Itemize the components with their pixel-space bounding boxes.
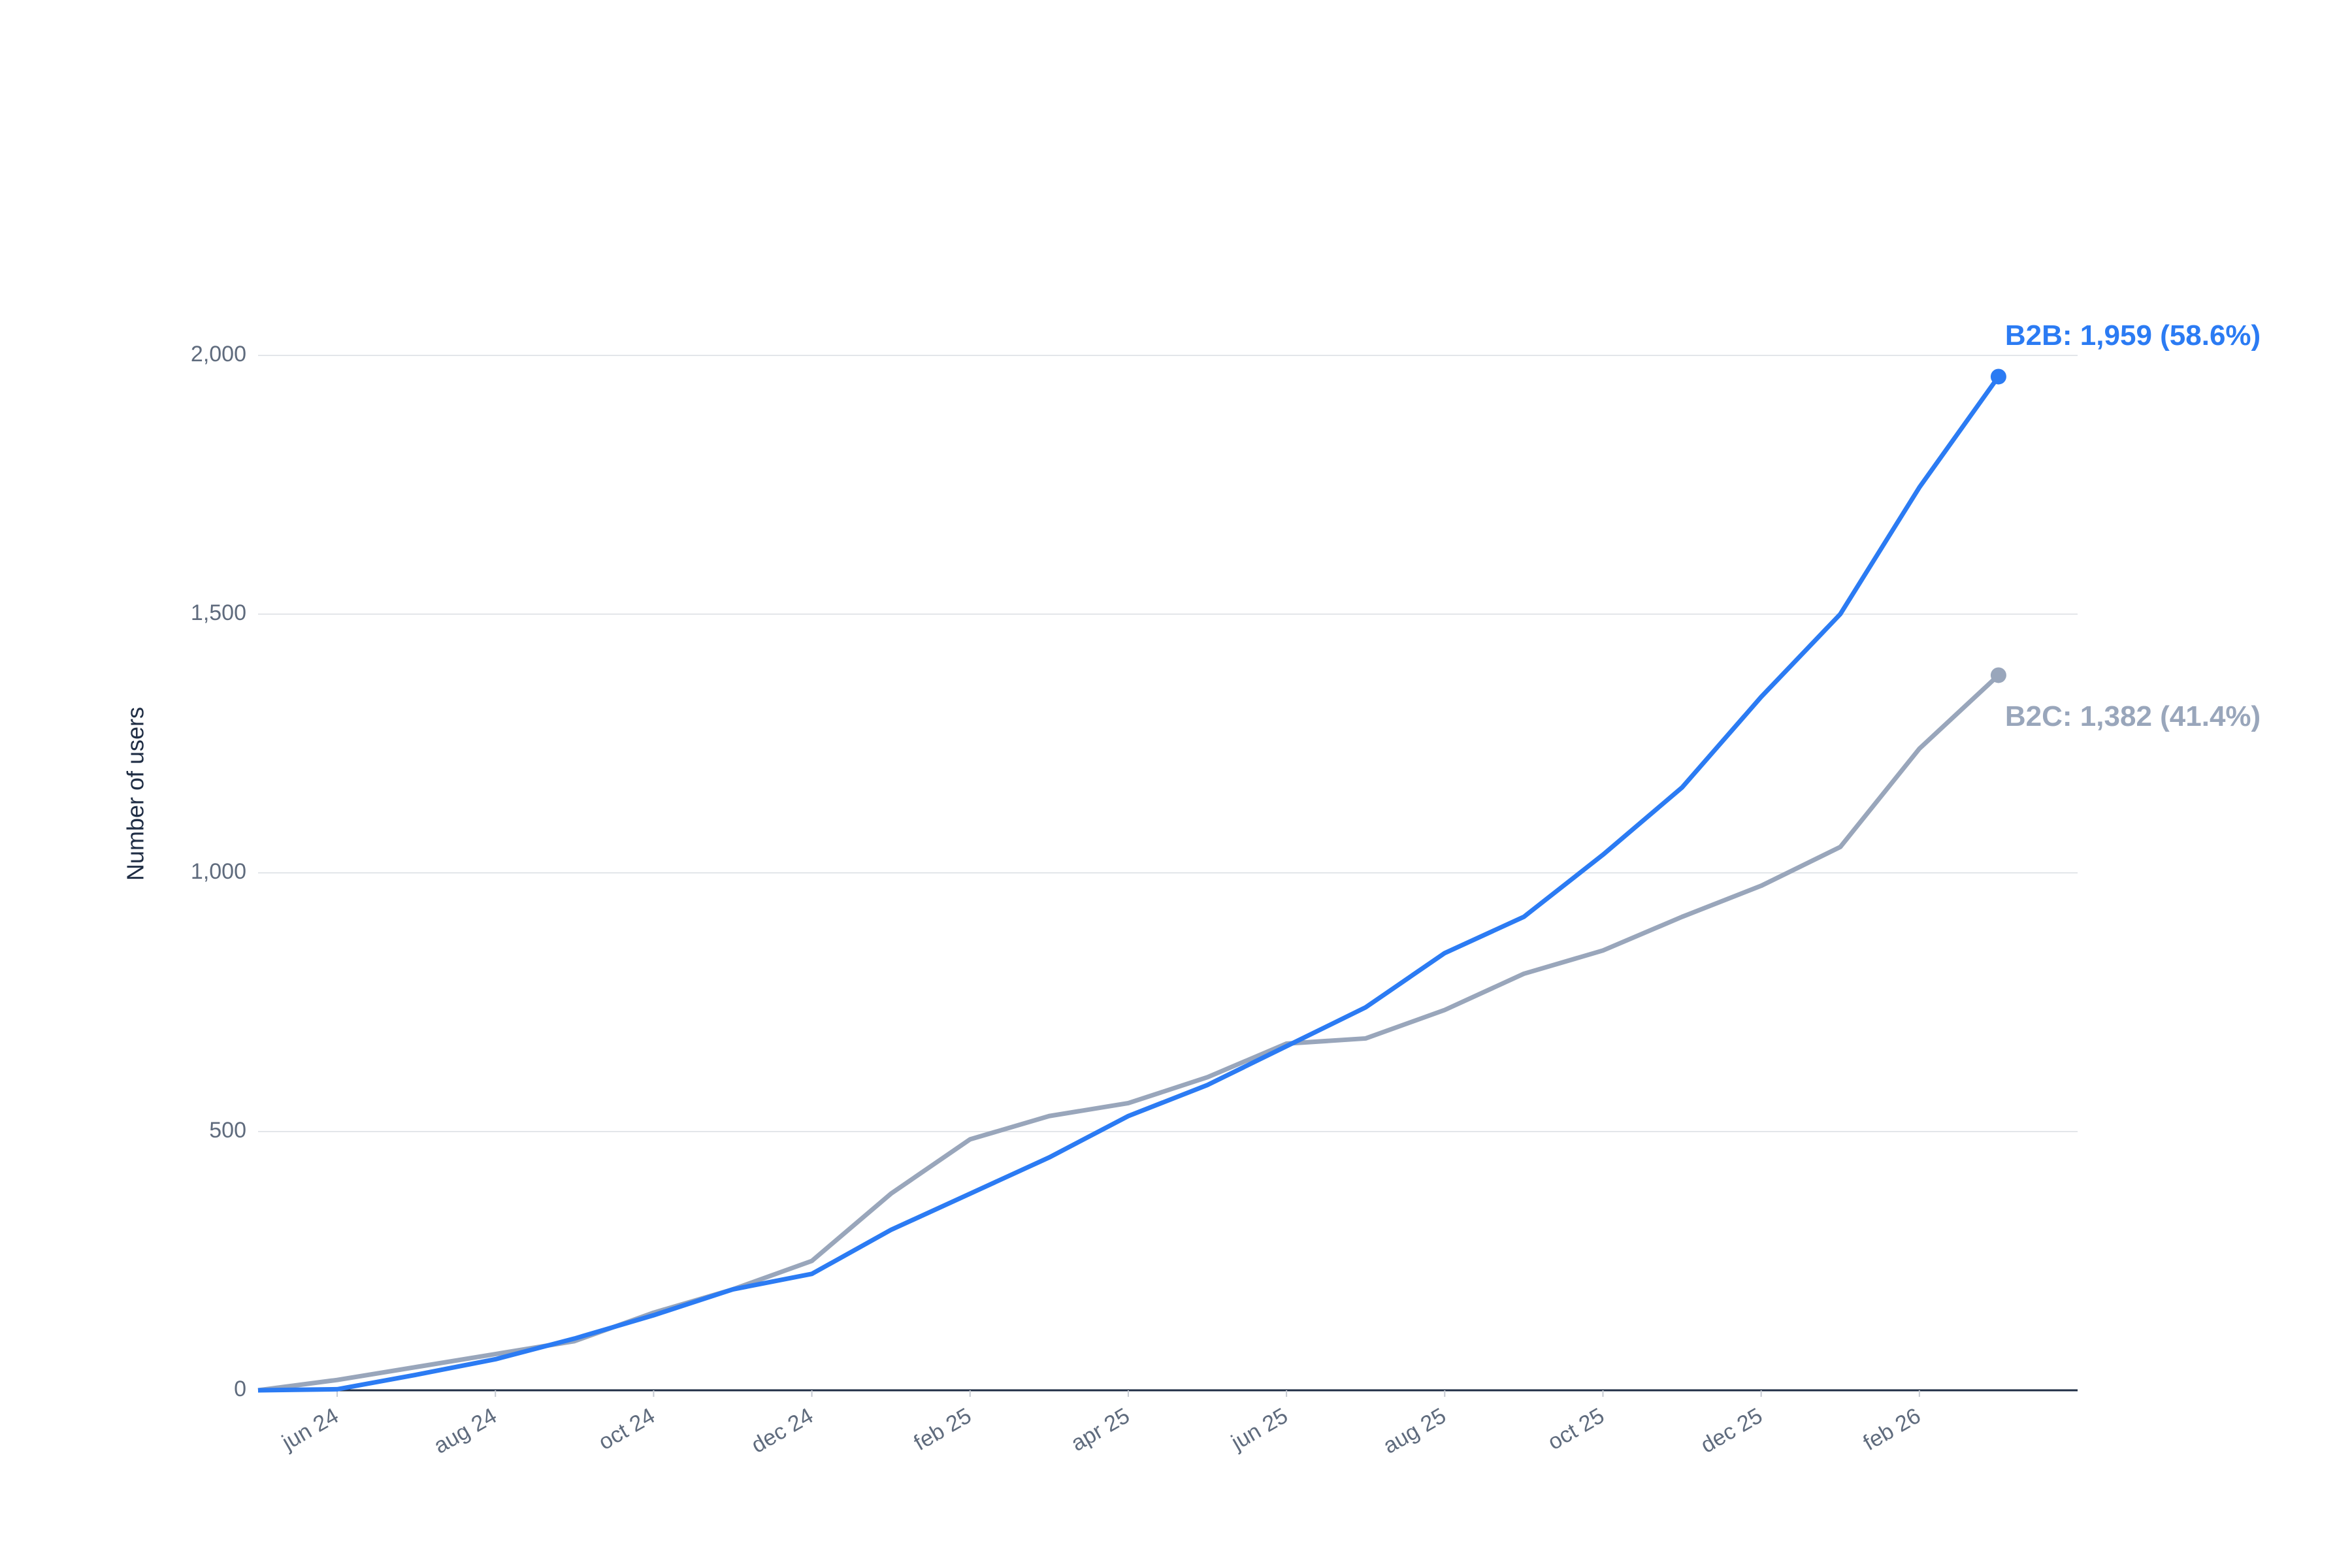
x-tick-label: dec 24	[747, 1403, 817, 1458]
series-line	[257, 375, 2001, 1393]
x-tick-label: apr 25	[1067, 1403, 1134, 1456]
y-axis-label: Number of users	[122, 707, 149, 881]
end-label: B2B: 1,959 (58.6%)	[2005, 319, 2261, 351]
y-tick-label: 1,500	[191, 600, 246, 625]
x-tick-label: jun 25	[1227, 1403, 1292, 1456]
end-point	[1990, 667, 2006, 683]
end-point	[1990, 368, 2006, 385]
x-tick-label: feb 25	[909, 1403, 975, 1456]
x-tick-label: feb 26	[1859, 1403, 1925, 1456]
y-tick-label: 1,000	[191, 859, 246, 884]
y-tick-label: 0	[234, 1377, 246, 1401]
x-tick-label: jun 24	[277, 1403, 342, 1456]
end-label: B2C: 1,382 (41.4%)	[2005, 700, 2261, 732]
y-tick-label: 500	[209, 1118, 246, 1143]
x-tick-label: oct 25	[1544, 1403, 1609, 1455]
series-line	[257, 673, 2001, 1393]
y-tick-label: 2,000	[191, 342, 246, 367]
x-tick-label: aug 24	[430, 1403, 501, 1459]
x-tick-label: oct 24	[595, 1403, 659, 1455]
x-tick-label: dec 25	[1697, 1403, 1767, 1458]
x-tick-label: aug 25	[1379, 1403, 1450, 1459]
